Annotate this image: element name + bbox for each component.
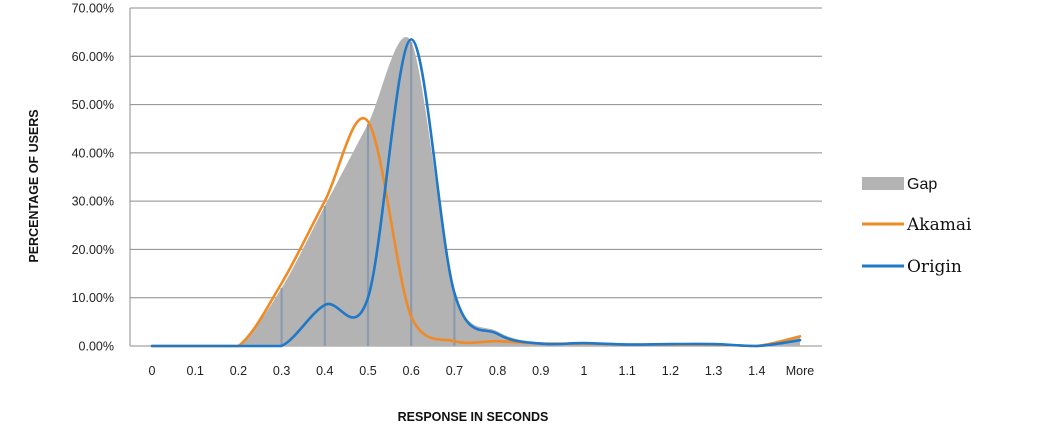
x-tick-label: 1: [581, 364, 588, 378]
y-tick-label: 0.00%: [79, 340, 114, 354]
x-tick-label: 0.7: [446, 364, 463, 378]
gap-area: [152, 37, 800, 347]
x-tick-label: 0.9: [532, 364, 549, 378]
y-tick-label: 50.00%: [72, 98, 114, 112]
x-tick-label: 0.8: [489, 364, 506, 378]
y-tick-label: 70.00%: [72, 2, 114, 16]
x-tick-label: 0.4: [316, 364, 333, 378]
legend-item-gap: Gap: [862, 176, 937, 193]
legend-item-akamai: Akamai: [862, 215, 972, 235]
legend-swatch: [862, 177, 904, 190]
legend-label: Akamai: [906, 215, 972, 235]
x-tick-label: 0.3: [273, 364, 290, 378]
legend-label: Origin: [907, 257, 962, 277]
y-tick-labels: 0.00% 10.00% 20.00% 30.00% 40.00% 50.00% 60.00…: [72, 2, 114, 354]
x-tick-label: 0.2: [230, 364, 247, 378]
x-axis-title: RESPONSE IN SECONDS: [398, 410, 549, 424]
x-tick-label: 1.2: [662, 364, 679, 378]
x-tick-label: 0.5: [359, 364, 376, 378]
x-tick-label: 1.3: [705, 364, 722, 378]
y-tick-label: 20.00%: [72, 243, 114, 257]
y-tick-label: 30.00%: [72, 195, 114, 209]
y-tick-label: 60.00%: [72, 50, 114, 64]
grid-lines: [130, 7, 822, 347]
x-tick-label: More: [786, 364, 815, 378]
x-tick-label: 1.1: [619, 364, 636, 378]
legend: Gap Akamai Origin: [862, 176, 972, 277]
legend-label: Gap: [907, 176, 937, 193]
y-tick-label: 10.00%: [72, 291, 114, 305]
y-tick-label: 40.00%: [72, 146, 114, 160]
x-tick-label: 0: [149, 364, 156, 378]
series-line-origin: [150, 38, 802, 348]
x-tick-label: 0.1: [187, 364, 204, 378]
x-tick-label: 0.6: [403, 364, 420, 378]
legend-item-origin: Origin: [862, 257, 962, 277]
y-axis-title: PERCENTAGE OF USERS: [27, 109, 41, 262]
divider-lines: [280, 41, 456, 346]
x-tick-label: 1.4: [748, 364, 765, 378]
series-lines: [150, 38, 802, 348]
gap-area-layer: [152, 37, 800, 347]
x-tick-labels: 0 0.1 0.2 0.3 0.4 0.5 0.6 0.7 0.8 0.9 1 1.1 1.2 1.3 1.…: [149, 364, 815, 378]
